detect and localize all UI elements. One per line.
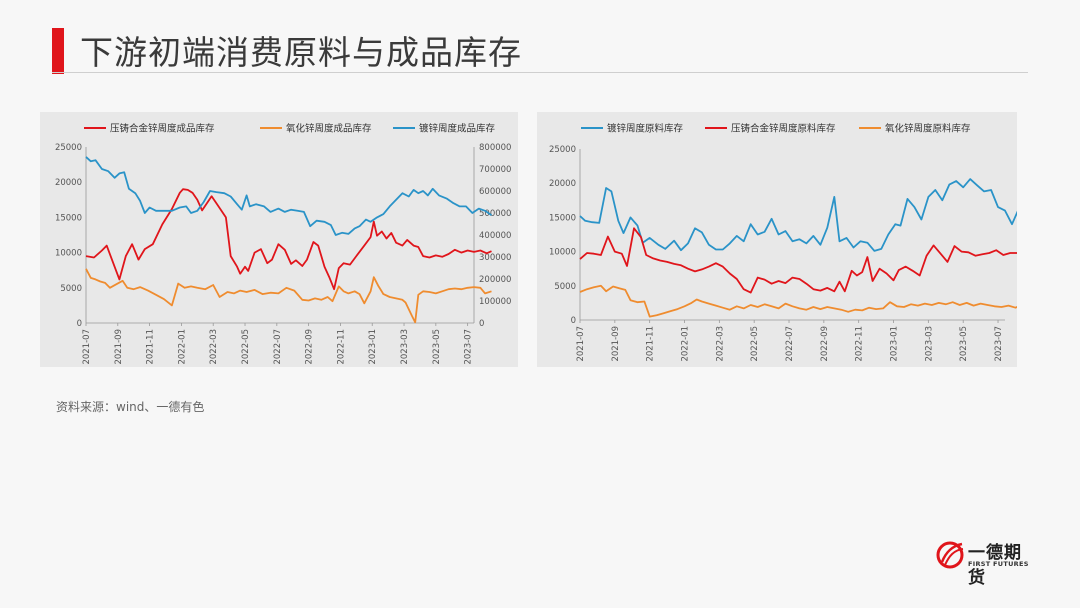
- x-tick-label: 2022-07: [273, 329, 283, 365]
- y-tick-label-left: 10000: [55, 249, 82, 259]
- y-tick-label-right: 400000: [479, 231, 511, 241]
- x-tick-label: 2022-11: [855, 326, 865, 362]
- company-logo: 一德期货 FIRST FUTURES: [936, 536, 1036, 588]
- x-tick-label: 2022-01: [681, 326, 691, 362]
- series-line-1: [579, 178, 1017, 252]
- y-tick-label-left: 15000: [55, 213, 82, 223]
- y-tick-label-right: 300000: [479, 253, 511, 263]
- first-futures-logo-icon: [936, 541, 964, 569]
- x-tick-label: 2023-07: [464, 329, 474, 365]
- x-tick-label: 2023-03: [400, 329, 410, 365]
- y-tick-label-left: 25000: [549, 145, 576, 155]
- page-title: 下游初端消费原料与成品库存: [80, 33, 522, 72]
- title-accent-bar: [52, 28, 64, 74]
- chart-panel-raw-inventory: 0 5000 10000 15000 20000 25000 2021-07 2021-09 2…: [537, 112, 1017, 367]
- series-line-3: [85, 156, 493, 236]
- y-tick-label-left: 20000: [549, 179, 576, 189]
- y-tick-label-right: 500000: [479, 209, 511, 219]
- series-line-2: [85, 268, 492, 324]
- x-tick-label: 2022-05: [241, 329, 251, 365]
- legend-label-1: 镀锌周度原料库存: [607, 123, 684, 135]
- series-line-1: [85, 188, 492, 291]
- chart-finished-inventory: 0 5000 10000 15000 20000 25000 0 100000 200000 30…: [55, 123, 512, 365]
- y-tick-label-left: 25000: [55, 143, 82, 153]
- x-tick-label: 2023-05: [959, 326, 969, 362]
- y-tick-label-left: 5000: [554, 282, 576, 292]
- x-tick-label: 2021-11: [146, 329, 156, 365]
- x-tick-label: 2022-03: [209, 329, 219, 365]
- x-tick-label: 2023-01: [890, 326, 900, 362]
- x-tick-label: 2022-01: [177, 329, 187, 365]
- source-note: 资料来源：wind、一德有色: [56, 400, 205, 414]
- x-tick-label: 2023-01: [368, 329, 378, 365]
- x-tick-label: 2021-09: [114, 329, 124, 365]
- y-tick-label-left: 0: [77, 319, 82, 329]
- y-tick-label-right: 0: [479, 319, 484, 329]
- logo-name: 一德期货: [968, 543, 1022, 588]
- y-tick-label-left: 5000: [60, 284, 82, 294]
- legend-label-1: 压铸合金锌周度成品库存: [110, 123, 215, 135]
- legend-label-3: 氧化锌周度原料库存: [885, 123, 971, 135]
- y-tick-label-left: 10000: [549, 248, 576, 258]
- x-tick-label: 2023-07: [994, 326, 1004, 362]
- legend-label-2: 压铸合金锌周度原料库存: [731, 123, 836, 135]
- y-tick-label-right: 200000: [479, 275, 511, 285]
- y-tick-label-right: 800000: [479, 143, 511, 153]
- y-tick-label-left: 0: [571, 316, 576, 326]
- y-tick-label-right: 600000: [479, 187, 511, 197]
- y-tick-label-left: 15000: [549, 213, 576, 223]
- series-line-2: [579, 227, 1017, 294]
- title-divider: [52, 72, 1028, 73]
- series-line-3: [579, 284, 1017, 318]
- logo-english: FIRST FUTURES: [968, 560, 1029, 568]
- x-tick-label: 2022-11: [336, 329, 346, 365]
- x-tick-label: 2021-11: [646, 326, 656, 362]
- x-tick-label: 2022-03: [715, 326, 725, 362]
- x-tick-label: 2022-05: [750, 326, 760, 362]
- x-tick-label: 2022-09: [305, 329, 315, 365]
- y-tick-label-right: 100000: [479, 297, 511, 307]
- x-tick-label: 2022-07: [785, 326, 795, 362]
- x-tick-label: 2023-03: [924, 326, 934, 362]
- x-tick-label: 2021-07: [82, 329, 92, 365]
- legend-label-3: 镀锌周度成品库存: [419, 123, 496, 135]
- x-tick-label: 2021-09: [611, 326, 621, 362]
- y-tick-label-right: 700000: [479, 165, 511, 175]
- chart-raw-inventory: 0 5000 10000 15000 20000 25000 2021-07 2021-09 2…: [549, 123, 1017, 362]
- legend-label-2: 氧化锌周度成品库存: [286, 123, 372, 135]
- x-tick-label: 2023-05: [432, 329, 442, 365]
- x-tick-label: 2021-07: [576, 326, 586, 362]
- x-tick-label: 2022-09: [820, 326, 830, 362]
- y-tick-label-left: 20000: [55, 178, 82, 188]
- chart-panel-finished-inventory: 0 5000 10000 15000 20000 25000 0 100000 200000 30…: [40, 112, 518, 367]
